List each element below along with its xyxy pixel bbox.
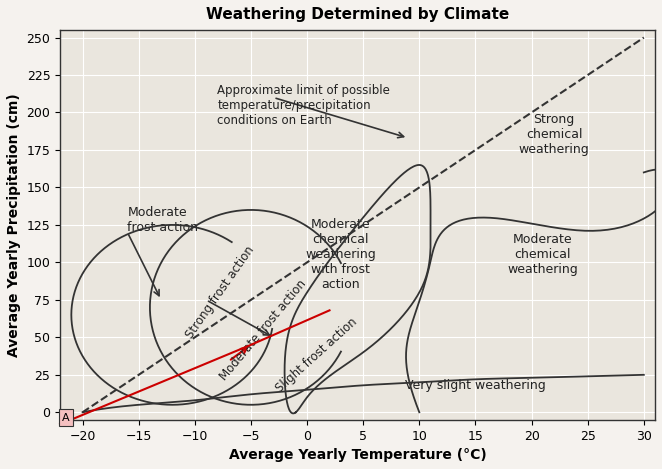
Text: Very slight weathering: Very slight weathering xyxy=(405,379,546,392)
Y-axis label: Average Yearly Precipitation (cm): Average Yearly Precipitation (cm) xyxy=(7,93,21,357)
Text: Moderate
frost action: Moderate frost action xyxy=(128,206,199,234)
Title: Weathering Determined by Climate: Weathering Determined by Climate xyxy=(206,7,509,22)
Text: Moderate frost action: Moderate frost action xyxy=(217,277,309,383)
Text: Approximate limit of possible
temperature/precipitation
conditions on Earth: Approximate limit of possible temperatur… xyxy=(217,83,390,127)
X-axis label: Average Yearly Temperature (°C): Average Yearly Temperature (°C) xyxy=(228,448,487,462)
Text: Slight frost action: Slight frost action xyxy=(273,316,360,395)
Text: A: A xyxy=(62,413,70,423)
Text: Moderate
chemical
weathering: Moderate chemical weathering xyxy=(508,234,578,276)
Text: Moderate
chemical
weathering
with frost
action: Moderate chemical weathering with frost … xyxy=(305,219,376,291)
Text: Strong frost action: Strong frost action xyxy=(183,244,257,341)
Text: Strong
chemical
weathering: Strong chemical weathering xyxy=(518,113,589,157)
